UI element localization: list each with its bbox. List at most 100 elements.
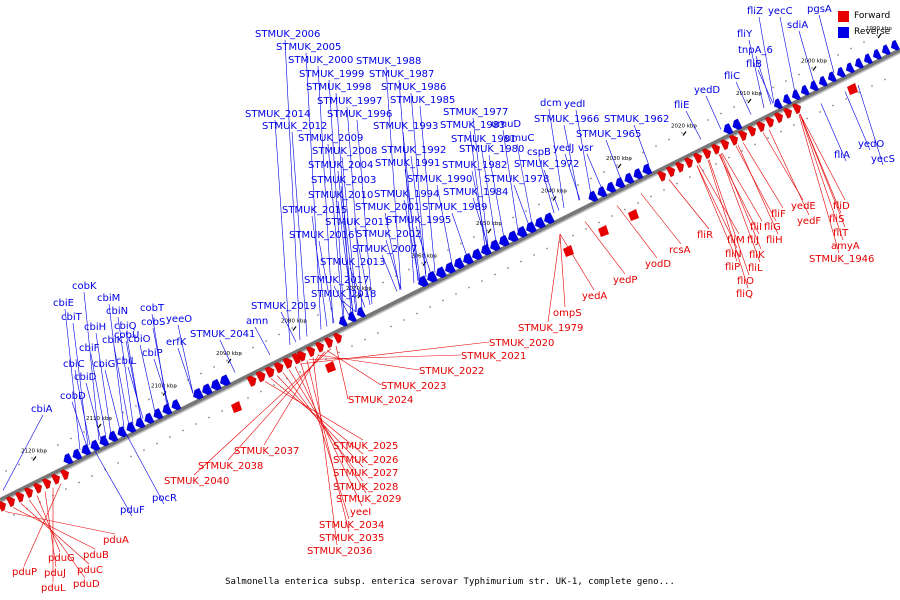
tick-label: 2080 kbp xyxy=(281,319,307,325)
leader-line-umud xyxy=(502,129,519,232)
gene-label-stmuk-1994: STMUK_1994 xyxy=(374,189,439,200)
gene-label-stmuk-2005: STMUK_2005 xyxy=(276,42,341,53)
tick-mark xyxy=(617,163,622,169)
position-dot xyxy=(512,216,514,219)
leader-line-cbic xyxy=(74,369,91,446)
gene-features xyxy=(0,39,900,512)
position-dot xyxy=(122,411,124,414)
leader-line-cbio xyxy=(139,344,156,413)
forward-gene-arrow xyxy=(666,166,676,178)
reverse-gene-arrow xyxy=(809,80,819,92)
position-dot xyxy=(161,392,163,394)
leader-line-stmuk-2011 xyxy=(354,227,371,306)
position-dot xyxy=(663,189,665,191)
leader-line-stmuk-2015 xyxy=(311,215,328,327)
leader-line-yecc xyxy=(779,16,796,93)
leader-line-cobs xyxy=(152,327,169,407)
gene-label-stmuk-1998: STMUK_1998 xyxy=(306,82,371,93)
leader-line-yeei xyxy=(294,366,363,507)
position-dot xyxy=(421,262,423,264)
leader-line-stmuk-2009 xyxy=(327,143,344,319)
gene-label-stmuk-2007: STMUK_2007 xyxy=(352,244,417,255)
tick-mark xyxy=(682,131,687,136)
gene-label-stmuk-2010: STMUK_2010 xyxy=(308,190,373,201)
leader-line-yodd xyxy=(616,205,658,259)
leader-line-fliy xyxy=(748,39,765,109)
position-dot xyxy=(637,202,639,204)
gene-label-fliz: fliZ xyxy=(747,6,763,17)
leader-line-flip xyxy=(696,165,738,262)
gene-label-flia: fliA xyxy=(834,150,850,161)
tick-label: 2090 kbp xyxy=(216,351,242,357)
position-dot xyxy=(494,273,496,276)
tick-label: 1990 kbp xyxy=(866,26,892,32)
leader-line-stmuk-2020 xyxy=(299,341,490,365)
position-dot xyxy=(135,405,137,407)
gene-label-flil: fliL xyxy=(748,263,763,274)
position-dot xyxy=(226,359,228,362)
gene-label-stmuk-2026: STMUK_2026 xyxy=(333,455,398,466)
leader-line-pdup xyxy=(23,483,62,567)
figure-caption: Salmonella enterica subsp. enterica sero… xyxy=(225,577,675,587)
leader-line-flie xyxy=(685,110,702,140)
gene-label-stmuk-2029: STMUK_2029 xyxy=(336,494,401,505)
tick-mark xyxy=(32,456,37,461)
leader-line-flir xyxy=(668,179,710,230)
gene-label-yeda: yedA xyxy=(582,291,607,302)
position-dot xyxy=(351,345,353,347)
gene-label-flii: fliI xyxy=(750,222,762,233)
position-dot xyxy=(598,221,600,224)
gene-label-stmuk-2000: STMUK_2000 xyxy=(288,55,353,66)
leader-line-cobk xyxy=(83,291,100,441)
position-dot xyxy=(247,397,249,399)
gene-label-stmuk-2018: STMUK_2018 xyxy=(311,289,376,300)
reverse-gene-arrow xyxy=(782,93,792,105)
reverse-gene-arrow xyxy=(108,430,119,442)
position-dot xyxy=(564,190,566,193)
leader-line-yedj xyxy=(564,153,581,201)
forward-gene-arrow xyxy=(246,375,257,387)
gene-label-pdug: pduG xyxy=(48,553,75,564)
position-dot xyxy=(507,267,509,269)
position-dot xyxy=(689,176,691,178)
position-dot xyxy=(18,463,20,466)
position-dot xyxy=(291,327,293,329)
gene-label-flik: fliK xyxy=(749,250,765,261)
gene-label-stmuk-2020: STMUK_2020 xyxy=(489,338,554,349)
position-dot xyxy=(265,340,267,342)
forward-gene-arrow xyxy=(315,341,325,353)
reverse-gene-arrow xyxy=(338,315,348,327)
gene-label-stmuk-2013: STMUK_2013 xyxy=(320,257,385,268)
tick-mark xyxy=(877,33,882,39)
position-dot xyxy=(31,457,33,459)
position-dot xyxy=(109,418,111,420)
legend-label-forward: Forward xyxy=(854,11,891,21)
tick-mark xyxy=(357,293,362,299)
reverse-gene-arrow xyxy=(90,439,101,451)
leader-line-stmuk-2021 xyxy=(308,354,462,360)
gene-label-stmuk-2036: STMUK_2036 xyxy=(307,546,372,557)
position-dot xyxy=(863,41,865,43)
forward-gene-arrow xyxy=(0,500,7,512)
position-dot xyxy=(746,99,748,102)
position-dot xyxy=(785,80,787,82)
tick-mark xyxy=(97,423,102,429)
gene-label-cbig: cbiG xyxy=(93,359,115,370)
gene-label-pduc: pduC xyxy=(77,565,103,576)
leader-line-flib xyxy=(757,69,774,104)
leader-line-cbia xyxy=(2,414,44,491)
leader-line-flii xyxy=(721,152,763,222)
gene-label-stmuk-1980: STMUK_1980 xyxy=(459,144,524,155)
reverse-gene-arrow xyxy=(135,417,146,429)
gene-label-stmuk-1972: STMUK_1972 xyxy=(514,159,579,170)
position-dot xyxy=(486,229,488,232)
gene-label-stmuk-1983: STMUK_1983 xyxy=(440,120,505,131)
gene-label-dcm: dcm xyxy=(540,98,562,109)
position-dot xyxy=(356,294,358,297)
gene-label-stmuk-1993: STMUK_1993 xyxy=(373,121,438,132)
gene-label-yecc: yecC xyxy=(768,6,793,17)
reverse-gene-arrow xyxy=(517,225,528,238)
position-dot xyxy=(538,203,540,206)
leader-line-pdub xyxy=(12,507,96,550)
leader-line-yedd xyxy=(705,95,722,130)
